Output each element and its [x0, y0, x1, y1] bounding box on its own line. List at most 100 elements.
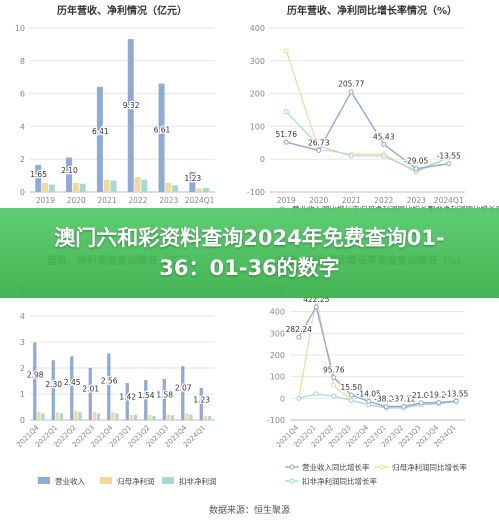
line-data-label: 205.77	[338, 80, 364, 89]
y-tick-label: 2	[20, 155, 25, 164]
bar	[202, 187, 209, 192]
line-point	[413, 166, 419, 172]
bar	[165, 182, 172, 192]
y-tick-label: 0	[20, 416, 25, 425]
bar-data-label: 2.01	[82, 384, 99, 393]
headline-text[interactable]: 澳门六和彩资料查询2024年免费查询01-36：01-36的数字	[54, 226, 445, 280]
series-line	[285, 50, 449, 173]
bar	[88, 367, 92, 420]
line-point	[296, 395, 302, 401]
bar	[148, 414, 152, 420]
bar	[207, 416, 212, 420]
x-tick-label: 2023	[159, 196, 178, 205]
bar-data-label: 1.65	[30, 170, 47, 179]
legend-label: 扣非净利润	[179, 476, 217, 486]
legend-swatch	[162, 477, 174, 484]
bar	[37, 412, 41, 420]
line-data-label: -29.05	[404, 157, 428, 166]
y-tick-label: 100	[250, 122, 265, 131]
x-tick-label: 2023	[407, 196, 426, 205]
bar-data-label: 2.45	[64, 378, 81, 387]
bar	[125, 383, 129, 420]
bar	[70, 356, 74, 420]
line-point	[381, 141, 387, 147]
y-tick-label: -100	[267, 416, 285, 425]
legend-label: 扣非净利润同比增长率	[302, 476, 377, 486]
bar-data-label: 1.23	[193, 395, 210, 404]
line-point	[348, 153, 354, 159]
bar-data-label: 2.98	[27, 370, 44, 379]
bar	[66, 157, 73, 192]
bar	[115, 413, 119, 420]
y-tick-label: 400	[270, 308, 285, 317]
line-point	[453, 398, 459, 404]
y-tick-label: 200	[250, 90, 265, 99]
bar	[158, 83, 165, 192]
line-data-label: 95.76	[323, 366, 345, 375]
line-point	[296, 334, 302, 340]
line-point	[331, 382, 337, 388]
legend-swatch-marker	[289, 464, 295, 470]
legend-label: 营业收入同比增长率	[302, 462, 370, 472]
bar	[33, 342, 37, 420]
line-point	[383, 404, 389, 410]
x-tick-label: 2019	[36, 196, 55, 205]
x-tick-label: 2024Q1	[434, 196, 464, 205]
line-data-label: 26.73	[308, 138, 330, 147]
x-tick-label: 2024Q1	[185, 196, 215, 205]
line-point	[366, 398, 372, 404]
bar	[141, 179, 148, 192]
bar	[48, 184, 55, 192]
bar	[41, 413, 45, 420]
line-point	[283, 109, 289, 115]
bar-data-label: 2.30	[45, 380, 62, 389]
bar	[103, 179, 110, 192]
line-point	[348, 392, 354, 398]
line-point	[446, 155, 452, 161]
line-point	[331, 393, 337, 399]
bar	[111, 412, 115, 420]
line-point	[313, 304, 319, 310]
x-tick-label: 2020	[309, 196, 328, 205]
bar	[133, 414, 138, 420]
bar-data-label: 6.41	[92, 127, 109, 136]
line-data-label: 45.43	[373, 132, 395, 141]
x-tick-label: 2019	[277, 196, 296, 205]
bar	[152, 416, 156, 420]
bar	[185, 413, 189, 420]
y-tick-label: 0	[280, 394, 285, 403]
legend-label: 营业收入	[55, 476, 85, 486]
data-source-caption: 数据来源：恒生聚源	[208, 506, 290, 516]
legend-label: 归母净利润	[117, 476, 155, 486]
bar	[166, 414, 170, 420]
line-point	[283, 48, 289, 54]
bar	[55, 412, 59, 420]
headline-banner[interactable]: 澳门六和彩资料查询2024年免费查询01-36：01-36的数字	[0, 208, 499, 298]
y-tick-label: 10	[15, 24, 25, 33]
line-data-label: -19.22	[427, 390, 451, 399]
line-point	[446, 161, 452, 167]
line-data-label: 51.76	[276, 130, 298, 139]
bar	[107, 353, 111, 420]
bar	[144, 379, 148, 420]
y-tick-label: 0	[260, 155, 265, 164]
y-tick-label: 4	[20, 312, 25, 321]
y-tick-label: 300	[270, 329, 285, 338]
bar	[189, 414, 193, 420]
x-tick-label: 2022	[374, 196, 393, 205]
bar	[35, 164, 42, 192]
bar	[170, 415, 175, 420]
y-tick-label: -100	[247, 188, 265, 197]
bar	[203, 416, 207, 420]
y-tick-label: 8	[20, 57, 25, 66]
line-point	[348, 89, 354, 95]
legend-swatch	[38, 477, 50, 484]
y-tick-label: 0	[20, 188, 25, 197]
y-tick-label: 1	[20, 390, 25, 399]
series-line	[298, 304, 457, 408]
line-point	[381, 153, 387, 159]
line-data-label: -38.23	[374, 395, 398, 404]
y-tick-label: 4	[20, 122, 25, 131]
bar	[96, 86, 103, 192]
legend-swatch	[100, 477, 112, 484]
